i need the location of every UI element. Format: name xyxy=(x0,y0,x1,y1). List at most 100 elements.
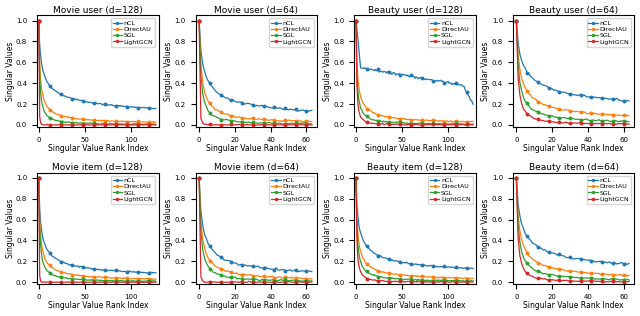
DirectAU xyxy=(584,112,592,116)
SGL xyxy=(513,19,520,22)
DirectAU xyxy=(413,118,420,122)
nCL xyxy=(209,86,217,90)
LightGCN xyxy=(84,280,92,284)
SGL xyxy=(78,278,86,282)
LightGCN xyxy=(136,280,144,284)
nCL xyxy=(251,104,259,108)
nCL xyxy=(527,75,534,78)
DirectAU xyxy=(625,273,633,277)
LightGCN xyxy=(586,122,593,125)
Title: Beauty user (d=64): Beauty user (d=64) xyxy=(529,6,618,15)
SGL xyxy=(586,276,593,280)
Line: SGL: SGL xyxy=(515,177,630,281)
LightGCN xyxy=(308,280,316,284)
nCL xyxy=(242,102,250,106)
DirectAU xyxy=(269,274,276,278)
Line: SGL: SGL xyxy=(198,19,313,125)
Legend: nCL, DirectAU, SGL, LightGCN: nCL, DirectAU, SGL, LightGCN xyxy=(269,176,314,204)
LightGCN xyxy=(381,279,388,283)
LightGCN xyxy=(269,280,276,284)
LightGCN xyxy=(147,280,155,284)
SGL xyxy=(209,270,217,274)
Title: Beauty item (d=64): Beauty item (d=64) xyxy=(529,163,619,172)
nCL xyxy=(584,95,592,99)
nCL xyxy=(267,267,275,271)
X-axis label: Singular Value Rank Index: Singular Value Rank Index xyxy=(524,301,624,310)
SGL xyxy=(513,176,520,180)
nCL xyxy=(352,19,360,22)
Line: SGL: SGL xyxy=(198,177,313,283)
LightGCN xyxy=(79,280,87,284)
SGL xyxy=(147,279,155,283)
DirectAU xyxy=(454,119,461,123)
nCL xyxy=(63,262,71,265)
SGL xyxy=(400,278,408,282)
SGL xyxy=(452,122,460,126)
X-axis label: Singular Value Rank Index: Singular Value Rank Index xyxy=(206,144,307,153)
LightGCN xyxy=(575,121,583,125)
nCL xyxy=(209,249,217,253)
SGL xyxy=(527,265,534,269)
X-axis label: Singular Value Rank Index: Singular Value Rank Index xyxy=(524,144,624,153)
DirectAU xyxy=(465,120,472,124)
Y-axis label: Singular Values: Singular Values xyxy=(323,199,332,258)
nCL xyxy=(469,267,477,270)
DirectAU xyxy=(35,19,43,22)
LightGCN xyxy=(559,278,566,282)
LightGCN xyxy=(260,123,268,126)
Legend: nCL, DirectAU, SGL, LightGCN: nCL, DirectAU, SGL, LightGCN xyxy=(428,18,473,46)
LightGCN xyxy=(269,123,276,127)
Y-axis label: Singular Values: Singular Values xyxy=(323,41,332,101)
Line: SGL: SGL xyxy=(38,19,157,126)
LightGCN xyxy=(381,123,388,126)
Line: nCL: nCL xyxy=(515,177,630,266)
nCL xyxy=(258,103,266,107)
SGL xyxy=(586,118,593,122)
nCL xyxy=(559,90,566,94)
DirectAU xyxy=(559,108,566,112)
LightGCN xyxy=(260,280,268,284)
Line: DirectAU: DirectAU xyxy=(355,19,474,124)
nCL xyxy=(144,271,152,275)
nCL xyxy=(527,239,534,242)
Line: nCL: nCL xyxy=(38,19,157,110)
nCL xyxy=(305,109,312,113)
nCL xyxy=(195,19,203,22)
SGL xyxy=(381,276,388,280)
SGL xyxy=(242,277,250,281)
nCL xyxy=(465,267,473,270)
DirectAU xyxy=(63,272,71,276)
Line: LightGCN: LightGCN xyxy=(38,19,157,126)
SGL xyxy=(269,278,276,282)
SGL xyxy=(83,278,90,282)
SGL xyxy=(625,120,633,124)
nCL xyxy=(396,259,403,263)
DirectAU xyxy=(136,120,143,124)
DirectAU xyxy=(352,19,360,22)
SGL xyxy=(308,279,316,283)
Line: LightGCN: LightGCN xyxy=(515,19,630,126)
Legend: nCL, DirectAU, SGL, LightGCN: nCL, DirectAU, SGL, LightGCN xyxy=(587,18,631,46)
nCL xyxy=(464,266,472,270)
SGL xyxy=(469,122,477,126)
Legend: nCL, DirectAU, SGL, LightGCN: nCL, DirectAU, SGL, LightGCN xyxy=(428,176,473,204)
DirectAU xyxy=(147,276,154,280)
LightGCN xyxy=(65,280,72,284)
nCL xyxy=(269,106,276,110)
SGL xyxy=(152,123,160,126)
nCL xyxy=(400,73,408,77)
LightGCN xyxy=(559,121,566,125)
SGL xyxy=(152,280,160,283)
DirectAU xyxy=(251,117,259,121)
nCL xyxy=(513,19,520,22)
nCL xyxy=(83,100,90,104)
Line: DirectAU: DirectAU xyxy=(515,177,630,277)
DirectAU xyxy=(299,120,307,124)
Y-axis label: Singular Values: Singular Values xyxy=(481,41,490,101)
DirectAU xyxy=(242,273,250,276)
SGL xyxy=(527,107,534,111)
Line: SGL: SGL xyxy=(515,19,630,123)
SGL xyxy=(195,176,203,180)
DirectAU xyxy=(575,110,583,114)
LightGCN xyxy=(352,19,360,22)
